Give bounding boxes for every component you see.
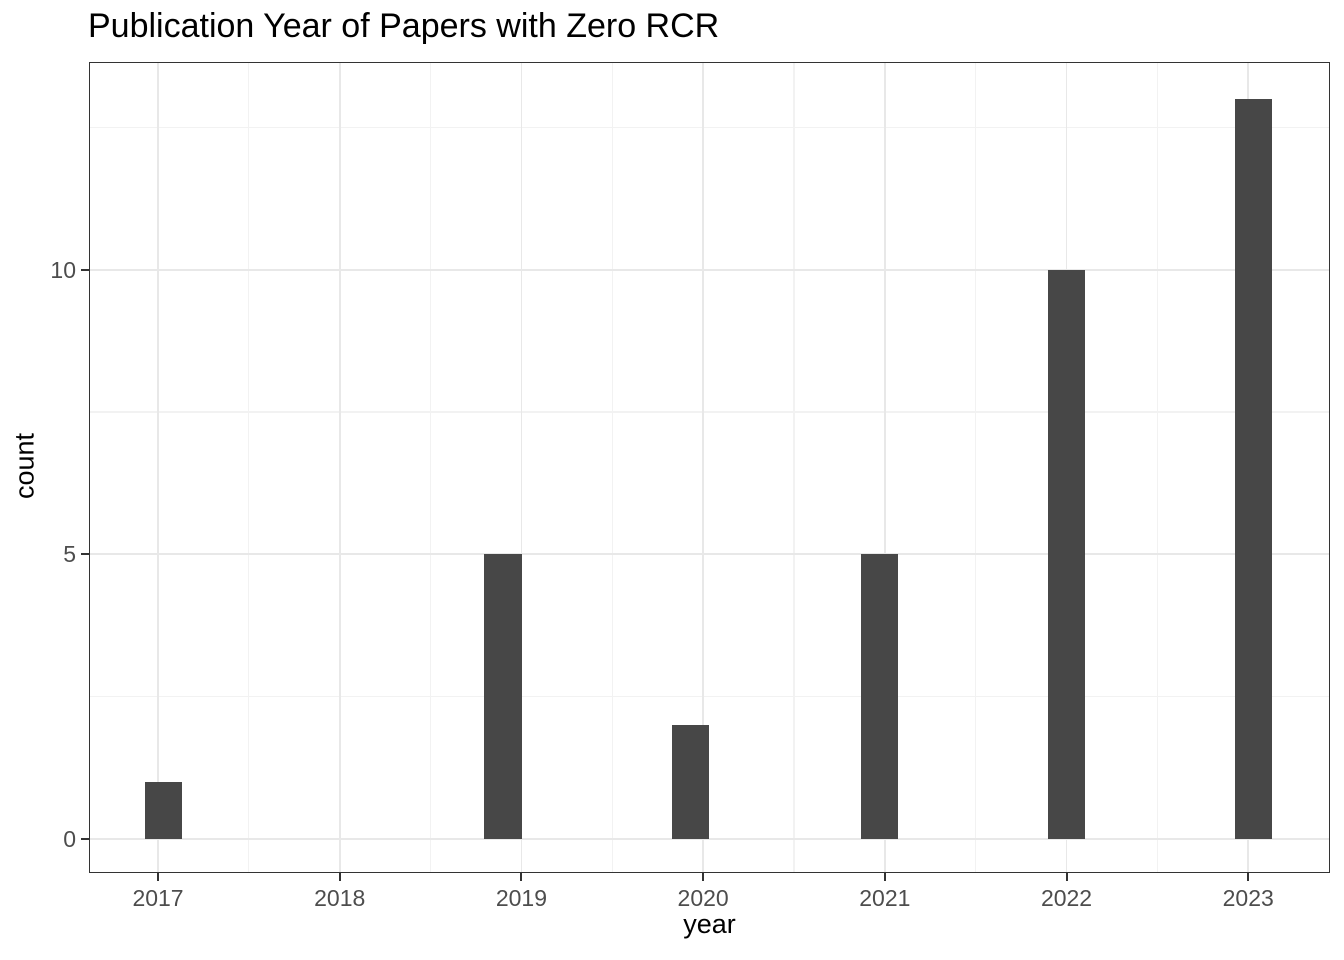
y-tick-label: 10 [50, 256, 76, 283]
histogram-bar [1047, 269, 1086, 839]
y-tick-mark [81, 268, 89, 271]
gridline-minor-horizontal [89, 695, 1330, 698]
gridline-minor-vertical [1156, 62, 1158, 873]
chart-title: Publication Year of Papers with Zero RCR [88, 7, 720, 45]
x-tick-label: 2018 [314, 885, 366, 911]
histogram-bar [1234, 98, 1273, 839]
x-tick-label: 2021 [859, 885, 911, 911]
x-tick-mark [157, 873, 160, 881]
x-axis-title: year [683, 909, 736, 939]
gridline-major-vertical [520, 62, 523, 873]
gridline-minor-horizontal [89, 126, 1330, 129]
histogram-bar [860, 554, 899, 839]
gridline-minor-vertical [793, 62, 795, 873]
gridline-minor-vertical [248, 62, 250, 873]
gridline-minor-horizontal [89, 411, 1330, 413]
x-tick-mark [520, 873, 523, 881]
x-tick-label: 2022 [1040, 885, 1093, 911]
x-tick-mark [702, 873, 705, 881]
x-tick-mark [338, 873, 341, 881]
gridline-major-horizontal [89, 268, 1330, 271]
y-tick-mark [81, 837, 89, 840]
plot-panel [89, 62, 1330, 873]
x-tick-label: 2023 [1222, 885, 1274, 911]
gridline-minor-vertical [611, 62, 613, 873]
x-tick-mark [1247, 873, 1250, 881]
histogram-bar [671, 725, 710, 839]
gridline-major-horizontal [89, 838, 1330, 840]
x-tick-label: 2017 [132, 885, 184, 911]
x-tick-label: 2019 [495, 885, 548, 911]
x-tick-label: 2020 [677, 885, 729, 911]
gridline-minor-vertical [429, 62, 432, 873]
gridline-minor-vertical [975, 62, 977, 873]
y-axis-title: count [9, 432, 40, 500]
y-tick-mark [81, 553, 89, 556]
histogram-bar [144, 781, 183, 839]
gridline-major-horizontal [89, 553, 1330, 556]
x-tick-mark [883, 873, 886, 881]
x-tick-mark [1065, 873, 1068, 881]
histogram-bar [484, 554, 523, 839]
gridline-major-vertical [702, 62, 704, 873]
gridline-major-vertical [884, 62, 886, 873]
y-tick-label: 5 [63, 541, 76, 568]
gridline-major-vertical [157, 62, 159, 873]
gridline-major-vertical [338, 62, 341, 873]
y-tick-label: 0 [63, 825, 76, 852]
